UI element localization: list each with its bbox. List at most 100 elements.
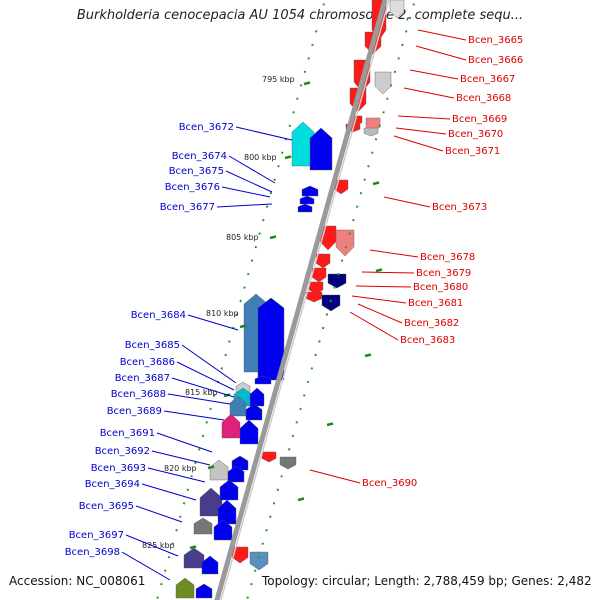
forward-gene-feature-shape <box>301 185 319 197</box>
forward-gene-feature <box>249 387 265 407</box>
reverse-gene-label: Bcen_3673 <box>432 202 487 213</box>
forward-gene-feature-shape <box>245 403 263 421</box>
forward-gene-label: Bcen_3685 <box>125 340 180 351</box>
reverse-gene-connector <box>397 115 451 120</box>
forward-gene-connector <box>221 186 271 198</box>
reverse-gene-feature <box>389 0 405 19</box>
forward-gene-feature-shape <box>183 547 205 569</box>
forward-gene-feature <box>245 403 263 421</box>
reverse-gene-label: Bcen_3666 <box>468 55 523 66</box>
reverse-gene-feature-shape <box>335 229 355 257</box>
forward-gene-connector <box>216 203 273 208</box>
reverse-gene-label: Bcen_3680 <box>413 282 468 293</box>
forward-gene-feature-shape <box>175 577 195 599</box>
kbp-label: 825 kbp <box>142 541 175 550</box>
reverse-gene-connector <box>351 295 407 304</box>
reverse-gene-feature-shape <box>305 291 323 303</box>
forward-gene-feature-shape <box>217 499 237 525</box>
forward-gene-label: Bcen_3698 <box>65 547 120 558</box>
reverse-gene-label: Bcen_3669 <box>452 114 507 125</box>
kbp-label: 800 kbp <box>244 153 277 162</box>
reverse-gene-label: Bcen_3667 <box>460 74 515 85</box>
reverse-gene-connector <box>369 249 419 258</box>
kbp-label: 810 kbp <box>206 309 239 318</box>
reverse-gene-feature <box>335 229 355 257</box>
reverse-gene-feature-shape <box>327 273 347 289</box>
kbp-label: 795 kbp <box>262 75 295 84</box>
forward-gene-connector <box>225 170 273 193</box>
reverse-gene-connector <box>383 196 431 208</box>
forward-gene-label: Bcen_3697 <box>69 530 124 541</box>
forward-gene-feature-shape <box>257 297 285 381</box>
forward-gene-label: Bcen_3687 <box>115 373 170 384</box>
forward-gene-feature-shape <box>213 519 233 541</box>
reverse-gene-feature-shape <box>363 127 379 137</box>
reverse-gene-label: Bcen_3665 <box>468 35 523 46</box>
ruler-tick <box>189 545 197 550</box>
forward-gene-feature-shape <box>249 387 265 407</box>
forward-gene-connector <box>125 534 179 557</box>
forward-gene-connector <box>167 393 231 405</box>
forward-gene-feature-shape <box>219 479 239 501</box>
forward-gene-label: Bcen_3684 <box>131 310 186 321</box>
ruler-tick <box>207 465 215 470</box>
forward-gene-feature-shape <box>195 583 213 599</box>
forward-gene-feature <box>213 519 233 541</box>
forward-gene-connector <box>141 483 197 501</box>
reverse-gene-feature <box>321 294 341 312</box>
reverse-gene-feature <box>363 127 379 137</box>
kbp-layer: 795 kbp 800 kbp 805 kbp 810 kbp 815 kbp 820 k… <box>142 75 295 550</box>
reverse-gene-connector <box>409 69 459 80</box>
forward-gene-connector <box>135 505 183 523</box>
reverse-gene-connector <box>393 135 444 152</box>
forward-gene-label: Bcen_3672 <box>179 122 234 133</box>
forward-gene-feature <box>299 195 315 205</box>
reverse-gene-connector <box>415 45 467 61</box>
ruler-tick <box>284 155 292 160</box>
reverse-gene-feature <box>374 71 392 95</box>
forward-gene-connector <box>163 410 225 421</box>
forward-gene-feature <box>217 499 237 525</box>
ruler-tick <box>297 497 305 502</box>
forward-gene-label: Bcen_3692 <box>95 446 150 457</box>
forward-gene-label: Bcen_3677 <box>160 202 215 213</box>
ruler-tick <box>303 81 311 86</box>
topology-label: Topology: circular; Length: 2,788,459 bp… <box>262 574 592 588</box>
reverse-gene-label: Bcen_3670 <box>448 129 503 140</box>
forward-gene-connector <box>147 467 206 483</box>
reverse-label-layer: Bcen_3665 Bcen_3666 Bcen_3667 Bcen_3668 Bcen… <box>362 35 523 489</box>
reverse-gene-feature-shape <box>374 71 392 95</box>
forward-gene-connector <box>171 377 235 398</box>
forward-gene-feature-shape <box>221 413 241 439</box>
reverse-gene-connector <box>309 469 361 484</box>
forward-gene-label: Bcen_3688 <box>111 389 166 400</box>
forward-gene-feature <box>209 459 229 481</box>
reverse-gene-feature <box>261 451 277 463</box>
forward-gene-label: Bcen_3691 <box>100 428 155 439</box>
reverse-gene-feature-shape <box>389 0 405 19</box>
reverse-gene-feature <box>279 456 297 470</box>
forward-gene-connector <box>228 155 276 184</box>
ruler-tick <box>364 353 372 358</box>
reverse-gene-feature-shape <box>321 294 341 312</box>
forward-gene-label: Bcen_3674 <box>172 151 227 162</box>
forward-gene-label: Bcen_3693 <box>91 463 146 474</box>
forward-gene-feature-shape <box>299 195 315 205</box>
forward-gene-connector <box>121 551 171 581</box>
forward-gene-feature <box>239 419 259 445</box>
reverse-gene-connector <box>395 127 447 135</box>
forward-gene-feature <box>227 465 245 483</box>
forward-gene-connector <box>235 126 293 141</box>
reverse-gene-label: Bcen_3668 <box>456 93 511 104</box>
forward-gene-feature-shape <box>254 375 272 385</box>
backbone-layer <box>155 0 417 600</box>
reverse-gene-feature-shape <box>315 253 331 269</box>
forward-gene-feature <box>195 583 213 599</box>
forward-label-layer: Bcen_3672 Bcen_3674 Bcen_3675 Bcen_3676 Bcen… <box>65 122 234 558</box>
forward-gene-feature <box>183 547 205 569</box>
reverse-gene-feature-shape <box>279 456 297 470</box>
kbp-label: 805 kbp <box>226 233 259 242</box>
ruler-tick <box>372 181 380 186</box>
reverse-gene-connector <box>361 271 415 274</box>
